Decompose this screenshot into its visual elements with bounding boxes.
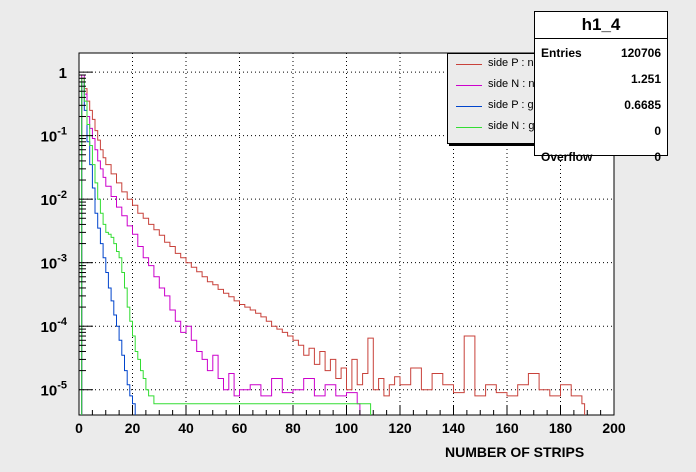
stats-row: 0 xyxy=(535,117,667,143)
stats-row: Overflow 0 xyxy=(535,143,667,169)
x-tick-label: 20 xyxy=(125,420,141,436)
stats-value: 120706 xyxy=(620,46,661,60)
stats-key: Entries xyxy=(541,46,582,60)
stats-row: 0.6685 xyxy=(535,91,667,117)
y-tick-label: 10-2 xyxy=(41,189,67,209)
stats-value: 0.6685 xyxy=(624,98,661,112)
y-tick-label: 1 xyxy=(59,65,67,82)
series-line xyxy=(81,81,136,415)
x-tick-label: 0 xyxy=(75,420,83,436)
x-axis: 0 20 40 60 80 100 120 140 160 180 200 xyxy=(75,405,626,436)
x-tick-label: 80 xyxy=(285,420,301,436)
stats-title: h1_4 xyxy=(535,12,667,39)
stats-row: Entries 120706 xyxy=(535,39,667,65)
stats-value: 1.251 xyxy=(630,72,661,86)
x-tick-label: 40 xyxy=(178,420,194,436)
y-axis: 1 10-1 10-2 10-3 10-4 10-5 xyxy=(41,52,93,400)
y-tick-label: 10-3 xyxy=(41,253,67,273)
x-tick-label: 60 xyxy=(232,420,248,436)
x-tick-label: 200 xyxy=(602,420,626,436)
legend-swatch xyxy=(456,127,482,128)
series-line xyxy=(81,77,586,415)
x-tick-label: 120 xyxy=(388,420,412,436)
series-line xyxy=(81,77,372,415)
series-line xyxy=(81,74,361,415)
stats-value: 0 xyxy=(654,150,661,164)
x-tick-label: 160 xyxy=(495,420,519,436)
stats-key: Overflow xyxy=(541,150,593,164)
x-tick-label: 180 xyxy=(549,420,573,436)
legend-swatch xyxy=(456,64,482,65)
legend-swatch xyxy=(456,106,482,107)
series-group xyxy=(81,74,586,415)
y-tick-label: 10-5 xyxy=(41,380,67,400)
x-tick-label: 140 xyxy=(442,420,466,436)
x-tick-label: 100 xyxy=(335,420,359,436)
stats-row: 1.251 xyxy=(535,65,667,91)
y-tick-label: 10-1 xyxy=(41,126,67,146)
y-tick-label: 10-4 xyxy=(41,316,68,336)
x-axis-label: NUMBER OF STRIPS xyxy=(445,444,585,460)
stats-box: h1_4 Entries 120706 1.251 0.6685 0 Overf… xyxy=(534,11,668,164)
legend-swatch xyxy=(456,85,482,86)
stats-value: 0 xyxy=(654,124,661,138)
